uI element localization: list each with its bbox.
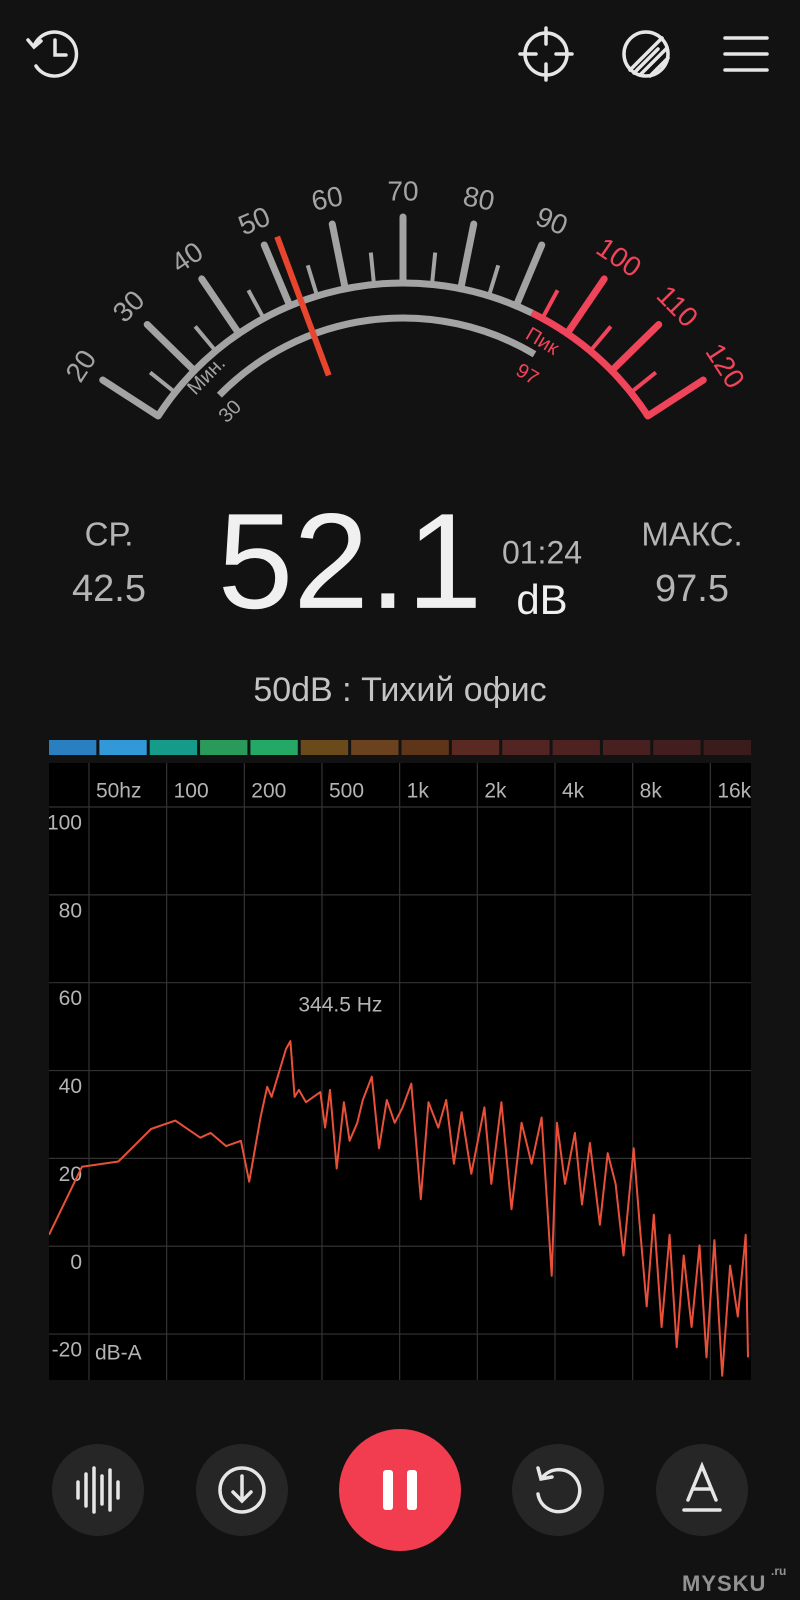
theme-button[interactable] (622, 30, 670, 78)
watermark: MYSKU (682, 1571, 766, 1596)
reset-button[interactable] (512, 1444, 604, 1536)
level-segment (99, 740, 147, 755)
calibrate-button[interactable] (518, 26, 574, 82)
gauge-minor-tick (588, 325, 613, 353)
history-button[interactable] (26, 30, 79, 78)
y-tick-label: 0 (70, 1251, 82, 1274)
level-segment (351, 740, 399, 755)
level-segment (703, 740, 751, 755)
gauge-minor-tick (430, 252, 438, 285)
gauge-minor-tick (540, 289, 560, 320)
level-segment (149, 740, 198, 755)
gauge-major-tick (644, 376, 707, 420)
gauge-scale-label: 40 (166, 236, 209, 279)
x-tick-label: 8k (640, 780, 663, 803)
level-segment (653, 740, 701, 755)
gauge-scale-label: 70 (387, 175, 418, 206)
min-value: 30 (215, 396, 246, 427)
gauge-minor-tick (629, 370, 658, 394)
save-button[interactable] (196, 1444, 288, 1536)
level-segment (300, 740, 349, 755)
gauge-scale-label: 50 (234, 201, 275, 242)
gauge-major-tick (143, 321, 198, 375)
y-tick-label: 100 (47, 812, 82, 835)
y-unit-label: dB-A (95, 1342, 142, 1365)
y-tick-label: 60 (59, 987, 82, 1010)
needle (274, 235, 332, 377)
avg-label: СР. (85, 516, 134, 553)
waveform-button[interactable] (52, 1444, 144, 1536)
weighting-button[interactable] (656, 1444, 748, 1536)
gauge-minor-tick (368, 252, 376, 285)
max-value: 97.5 (655, 568, 729, 610)
min-peak-arc (216, 314, 537, 398)
spectrum-line (49, 1040, 749, 1377)
pause-button[interactable] (339, 1429, 461, 1551)
gauge-zone-arc (530, 309, 651, 418)
x-tick-label: 500 (329, 780, 364, 803)
gauge-scale-label: 90 (531, 201, 572, 242)
gauge-minor-tick (305, 264, 320, 297)
level-segment (451, 740, 500, 755)
gauge-minor-tick (148, 370, 177, 394)
gauge-major-tick (457, 220, 478, 293)
avg-value: 42.5 (72, 568, 146, 610)
x-tick-label: 100 (174, 780, 209, 803)
level-segment (502, 740, 550, 755)
current-value: 52.1 (218, 485, 483, 637)
level-segment (602, 740, 651, 755)
x-tick-label: 50hz (96, 780, 142, 803)
y-tick-label: 40 (59, 1075, 82, 1098)
x-tick-label: 1k (407, 780, 430, 803)
gauge-scale-label: 120 (699, 338, 750, 394)
noise-description: 50dB : Тихий офис (253, 671, 546, 709)
level-segment (401, 740, 449, 755)
level-segment (200, 740, 248, 755)
gauge-minor-tick (486, 264, 501, 297)
gauge-major-tick (99, 376, 162, 420)
gauge-scale-label: 80 (461, 180, 498, 217)
gauge-major-tick (198, 275, 243, 337)
unit: dB (516, 576, 567, 623)
gauge-scale-label: 30 (107, 284, 151, 328)
gauge-major-tick (608, 321, 663, 375)
menu-button[interactable] (723, 36, 769, 72)
gauge-major-tick (512, 241, 546, 310)
level-segment (49, 740, 97, 755)
gauge-major-tick (328, 220, 349, 293)
elapsed-time: 01:24 (502, 534, 582, 570)
x-tick-label: 4k (562, 780, 585, 803)
gauge-minor-tick (246, 289, 266, 320)
gauge-scale-label: 20 (59, 344, 102, 387)
max-label: МАКС. (641, 516, 742, 553)
gauge-minor-tick (193, 325, 218, 353)
level-segment (552, 740, 600, 755)
level-segment (250, 740, 298, 755)
x-tick-label: 16k (717, 780, 751, 803)
level-bar (49, 740, 751, 755)
gauge-major-tick (260, 241, 294, 310)
x-tick-label: 200 (251, 780, 286, 803)
watermark-suffix: .ru (771, 1564, 786, 1578)
x-tick-label: 2k (484, 780, 507, 803)
y-tick-label: 80 (59, 899, 82, 922)
peak-value: 97 (512, 359, 542, 389)
gauge-scale-label: 60 (309, 180, 346, 217)
peak-frequency-label: 344.5 Hz (298, 994, 382, 1017)
gauge-major-tick (563, 275, 608, 337)
gauge-scale-label: 100 (591, 231, 647, 283)
y-tick-label: -20 (52, 1339, 82, 1362)
